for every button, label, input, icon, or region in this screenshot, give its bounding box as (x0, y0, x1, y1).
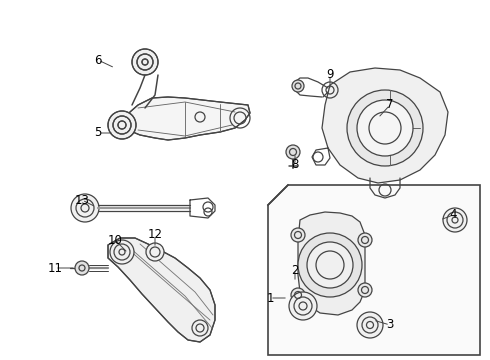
Circle shape (110, 240, 134, 264)
Circle shape (347, 90, 423, 166)
Text: 4: 4 (449, 208, 457, 221)
Polygon shape (298, 212, 365, 315)
Text: 2: 2 (291, 264, 299, 276)
Text: 1: 1 (266, 292, 274, 305)
Text: 7: 7 (386, 99, 394, 112)
Circle shape (289, 292, 317, 320)
Circle shape (291, 288, 305, 302)
Circle shape (291, 228, 305, 242)
Polygon shape (120, 97, 250, 140)
Circle shape (358, 233, 372, 247)
Text: 13: 13 (74, 194, 90, 207)
Circle shape (443, 208, 467, 232)
Text: 8: 8 (292, 158, 299, 171)
Circle shape (307, 242, 353, 288)
Circle shape (75, 261, 89, 275)
Circle shape (292, 80, 304, 92)
Text: 10: 10 (108, 234, 122, 247)
Circle shape (132, 49, 158, 75)
Polygon shape (322, 68, 448, 183)
Circle shape (357, 312, 383, 338)
Text: 9: 9 (326, 68, 334, 81)
Circle shape (71, 194, 99, 222)
Circle shape (358, 283, 372, 297)
Text: 3: 3 (386, 319, 393, 332)
Circle shape (108, 111, 136, 139)
Circle shape (286, 145, 300, 159)
Circle shape (146, 243, 164, 261)
Text: 12: 12 (147, 229, 163, 242)
Polygon shape (268, 185, 480, 355)
Text: 6: 6 (94, 54, 102, 67)
Text: 5: 5 (94, 126, 102, 139)
Circle shape (298, 233, 362, 297)
Circle shape (357, 100, 413, 156)
Polygon shape (108, 238, 215, 342)
Text: 11: 11 (48, 261, 63, 274)
